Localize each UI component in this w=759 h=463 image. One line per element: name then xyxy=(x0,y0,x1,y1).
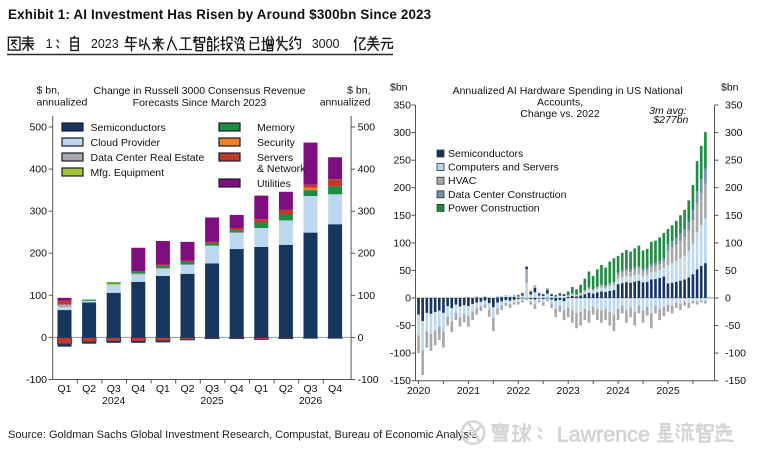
svg-text:Q4: Q4 xyxy=(328,383,342,395)
svg-text:Accounts,: Accounts, xyxy=(537,97,583,109)
svg-text:Cloud Provider: Cloud Provider xyxy=(91,137,161,149)
svg-text:50: 50 xyxy=(399,265,411,277)
svg-text:2020: 2020 xyxy=(407,385,431,397)
svg-text:Q1: Q1 xyxy=(156,383,170,395)
svg-text:50: 50 xyxy=(725,265,737,277)
svg-text:Exhibit 1: AI Investment Has R: Exhibit 1: AI Investment Has Risen by Ar… xyxy=(8,7,431,22)
svg-text:Change in Russell 3000 Consens: Change in Russell 3000 Consensus Revenue xyxy=(94,85,306,97)
svg-text:Power Construction: Power Construction xyxy=(448,202,540,214)
svg-text:2021: 2021 xyxy=(457,385,481,397)
svg-text:100: 100 xyxy=(725,237,743,249)
svg-text:150: 150 xyxy=(393,210,411,222)
svg-text:100: 100 xyxy=(393,237,411,249)
svg-text:& Network: & Network xyxy=(257,163,306,175)
svg-text:Q3: Q3 xyxy=(205,383,219,395)
svg-text:150: 150 xyxy=(725,210,743,222)
svg-text:400: 400 xyxy=(358,164,376,176)
svg-text:0: 0 xyxy=(725,293,731,305)
svg-text:0: 0 xyxy=(405,293,411,305)
svg-text:300: 300 xyxy=(29,206,47,218)
svg-text:2023: 2023 xyxy=(557,385,581,397)
svg-text:Forecasts Since March 2023: Forecasts Since March 2023 xyxy=(133,97,267,109)
svg-text:Change vs. 2022: Change vs. 2022 xyxy=(520,108,600,120)
svg-text:Mfg. Equipment: Mfg. Equipment xyxy=(91,167,165,179)
svg-text:500: 500 xyxy=(358,122,376,134)
svg-text:2026: 2026 xyxy=(299,395,323,407)
svg-text:0: 0 xyxy=(41,332,47,344)
svg-text:$277bn: $277bn xyxy=(652,114,688,126)
svg-text:Data Center Construction: Data Center Construction xyxy=(448,189,567,201)
svg-text:100: 100 xyxy=(358,290,376,302)
svg-text:2025: 2025 xyxy=(656,385,680,397)
svg-text:-50: -50 xyxy=(725,320,740,332)
svg-text:250: 250 xyxy=(725,155,743,167)
svg-text:Q4: Q4 xyxy=(131,383,145,395)
svg-text:Lawrence: Lawrence xyxy=(557,423,650,447)
svg-text:Q3: Q3 xyxy=(107,383,121,395)
svg-text:Q2: Q2 xyxy=(279,383,293,395)
svg-text:300: 300 xyxy=(725,127,743,139)
svg-text:2022: 2022 xyxy=(507,385,531,397)
svg-text:$ bn,: $ bn, xyxy=(37,85,60,97)
svg-text:350: 350 xyxy=(725,100,743,112)
svg-text:-50: -50 xyxy=(396,320,411,332)
svg-text:200: 200 xyxy=(393,182,411,194)
svg-text:Source: Goldman Sachs Global I: Source: Goldman Sachs Global Investment … xyxy=(8,429,477,441)
svg-text:annualized: annualized xyxy=(320,97,371,109)
svg-text:Utilities: Utilities xyxy=(257,178,291,190)
svg-text:Semiconductors: Semiconductors xyxy=(448,148,523,160)
svg-text:350: 350 xyxy=(393,100,411,112)
svg-text:Semiconductors: Semiconductors xyxy=(91,122,166,134)
svg-text:Q3: Q3 xyxy=(303,383,317,395)
svg-text:Q1: Q1 xyxy=(57,383,71,395)
svg-text:-100: -100 xyxy=(725,348,746,360)
svg-text:$bn: $bn xyxy=(390,82,408,94)
svg-text:-100: -100 xyxy=(358,374,379,386)
svg-text:500: 500 xyxy=(29,122,47,134)
svg-text:Annualized AI Hardware Spendin: Annualized AI Hardware Spending in US Na… xyxy=(453,85,683,97)
svg-text:100: 100 xyxy=(29,290,47,302)
svg-text:2025: 2025 xyxy=(200,395,224,407)
svg-text:-100: -100 xyxy=(390,348,411,360)
svg-text:annualized: annualized xyxy=(37,97,88,109)
svg-text:2024: 2024 xyxy=(606,385,630,397)
svg-text:200: 200 xyxy=(358,248,376,260)
svg-text:Security: Security xyxy=(257,137,296,149)
svg-text:Data Center Real Estate: Data Center Real Estate xyxy=(91,152,205,164)
svg-text:400: 400 xyxy=(29,164,47,176)
svg-text:Q1: Q1 xyxy=(254,383,268,395)
svg-text:$ bn,: $ bn, xyxy=(347,85,370,97)
svg-text:1: 1 xyxy=(46,36,53,51)
svg-text:250: 250 xyxy=(393,155,411,167)
svg-text:300: 300 xyxy=(358,206,376,218)
svg-text:200: 200 xyxy=(29,248,47,260)
svg-text:-150: -150 xyxy=(725,375,746,387)
svg-text:2023: 2023 xyxy=(91,37,119,51)
svg-text:200: 200 xyxy=(725,182,743,194)
svg-text:300: 300 xyxy=(393,127,411,139)
svg-text:HVAC: HVAC xyxy=(448,175,477,187)
svg-text:Computers and Servers: Computers and Servers xyxy=(448,162,559,174)
svg-text:$bn: $bn xyxy=(721,82,739,94)
svg-text:2024: 2024 xyxy=(102,395,126,407)
svg-text:Memory: Memory xyxy=(257,122,296,134)
svg-text:0: 0 xyxy=(358,332,364,344)
svg-text:3000: 3000 xyxy=(312,37,340,51)
svg-text:-100: -100 xyxy=(26,374,47,386)
svg-text:Q2: Q2 xyxy=(180,383,194,395)
svg-text:Q4: Q4 xyxy=(230,383,244,395)
svg-text:Q2: Q2 xyxy=(82,383,96,395)
